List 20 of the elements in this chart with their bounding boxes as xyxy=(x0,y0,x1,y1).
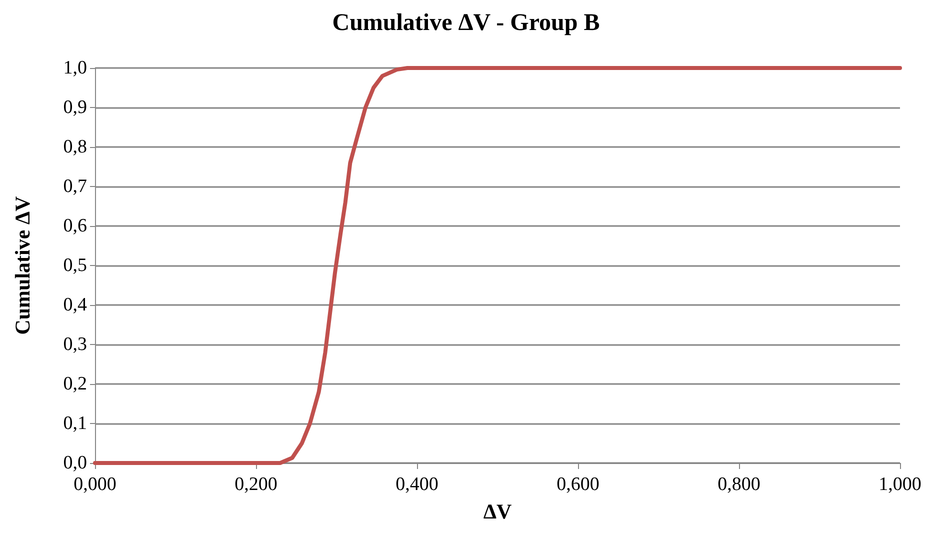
x-tick-label: 0,600 xyxy=(556,474,600,495)
x-tick-label: 0,200 xyxy=(234,474,278,495)
y-tick-label: 0,3 xyxy=(63,334,87,355)
y-tick-label: 0,4 xyxy=(63,294,88,316)
y-tick-label: 0,8 xyxy=(63,136,87,158)
x-tick-label: 0,400 xyxy=(396,474,438,495)
y-tick-label: 0,6 xyxy=(63,216,87,236)
x-tick-label: 0,000 xyxy=(74,474,116,495)
chart-title: Cumulative ΔV - Group B xyxy=(332,10,600,36)
y-tick-label: 1,0 xyxy=(63,58,87,78)
y-tick-label: 0,1 xyxy=(63,413,87,434)
x-tick-label: 0,800 xyxy=(718,474,760,495)
y-tick-label: 0,0 xyxy=(63,452,87,474)
x-tick-label: 1,000 xyxy=(878,474,922,495)
y-axis-title: Cumulative ΔV xyxy=(10,196,34,335)
y-tick-label: 0,9 xyxy=(63,97,87,118)
y-tick-label: 0,5 xyxy=(63,255,87,276)
x-axis-title: ΔV xyxy=(483,500,512,524)
y-tick-label: 0,2 xyxy=(63,374,87,394)
y-tick-label: 0,7 xyxy=(63,176,87,197)
